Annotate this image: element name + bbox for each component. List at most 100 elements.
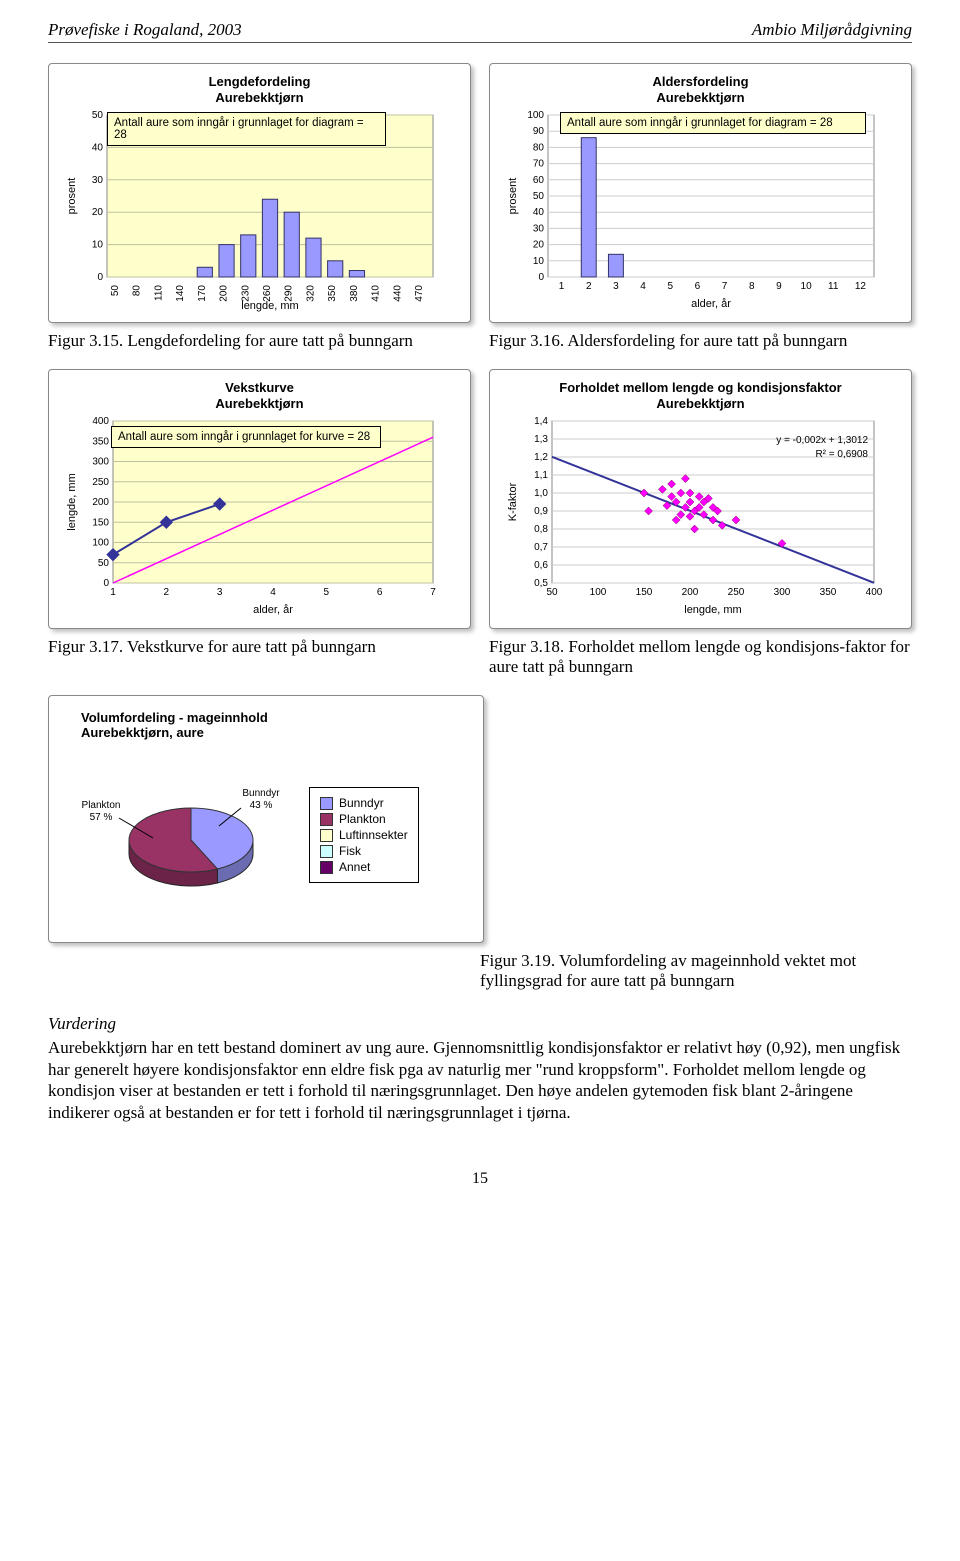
svg-text:50: 50 [533, 191, 545, 202]
svg-text:300: 300 [92, 457, 109, 468]
svg-text:320: 320 [305, 285, 316, 302]
assessment-body: Aurebekktjørn har en tett bestand domine… [48, 1038, 900, 1122]
svg-text:100: 100 [92, 538, 109, 549]
svg-text:150: 150 [92, 517, 109, 528]
svg-text:400: 400 [92, 416, 109, 427]
svg-text:6: 6 [377, 587, 383, 598]
svg-text:1,4: 1,4 [534, 416, 548, 427]
svg-text:Plankton: Plankton [82, 800, 121, 811]
svg-text:5: 5 [324, 587, 330, 598]
fig19-caption: Figur 3.19. Volumfordeling av mageinnhol… [48, 951, 912, 991]
svg-text:80: 80 [533, 143, 545, 154]
svg-text:50: 50 [546, 587, 558, 598]
panel-fig16: Aldersfordeling Aurebekktjørn Antall aur… [489, 63, 912, 323]
svg-text:170: 170 [197, 285, 208, 302]
svg-text:R² = 0,6908: R² = 0,6908 [815, 449, 868, 460]
chart-row-2: Vekstkurve Aurebekktjørn Antall aure som… [48, 369, 912, 629]
svg-text:0: 0 [103, 578, 109, 589]
svg-text:300: 300 [774, 587, 791, 598]
svg-text:alder, år: alder, år [691, 298, 731, 310]
svg-text:6: 6 [695, 281, 701, 292]
svg-text:30: 30 [92, 175, 104, 186]
svg-text:80: 80 [132, 285, 143, 297]
svg-text:60: 60 [533, 175, 545, 186]
fig18-title: Forholdet mellom lengde og kondisjonsfak… [502, 380, 899, 411]
svg-text:0: 0 [97, 272, 103, 283]
svg-text:5: 5 [667, 281, 673, 292]
svg-text:100: 100 [590, 587, 607, 598]
svg-text:57 %: 57 % [90, 812, 113, 823]
fig16-note: Antall aure som inngår i grunnlaget for … [560, 112, 866, 134]
svg-text:lengde, mm: lengde, mm [66, 473, 78, 530]
svg-text:200: 200 [682, 587, 699, 598]
svg-text:1: 1 [110, 587, 116, 598]
assessment-paragraph: Vurdering Aurebekktjørn har en tett best… [48, 1013, 912, 1124]
svg-text:0,9: 0,9 [534, 506, 548, 517]
svg-text:50: 50 [98, 558, 110, 569]
svg-text:1,1: 1,1 [534, 470, 548, 481]
svg-text:12: 12 [855, 281, 867, 292]
svg-text:200: 200 [219, 285, 230, 302]
svg-text:prosent: prosent [66, 178, 78, 215]
svg-text:y = -0,002x + 1,3012: y = -0,002x + 1,3012 [776, 435, 868, 446]
svg-text:7: 7 [430, 587, 436, 598]
svg-text:40: 40 [92, 143, 104, 154]
svg-text:K-faktor: K-faktor [507, 483, 519, 522]
page-header: Prøvefiske i Rogaland, 2003 Ambio Miljør… [48, 20, 912, 43]
fig18-chart: 0,50,60,70,80,91,01,11,21,31,45010015020… [502, 415, 882, 621]
caption-row-2: Figur 3.17. Vekstkurve for aure tatt på … [48, 637, 912, 677]
svg-text:10: 10 [92, 240, 104, 251]
svg-text:0,6: 0,6 [534, 560, 548, 571]
svg-text:90: 90 [533, 126, 545, 137]
svg-text:110: 110 [153, 285, 164, 301]
panel-fig18: Forholdet mellom lengde og kondisjonsfak… [489, 369, 912, 629]
caption-row-1: Figur 3.15. Lengdefordeling for aure tat… [48, 331, 912, 351]
fig17-note: Antall aure som inngår i grunnlaget for … [111, 426, 381, 448]
fig16-chart: 0102030405060708090100123456789101112ald… [502, 109, 882, 315]
svg-text:350: 350 [820, 587, 837, 598]
svg-text:3: 3 [217, 587, 223, 598]
svg-text:0,7: 0,7 [534, 542, 548, 553]
svg-text:40: 40 [533, 207, 545, 218]
svg-text:250: 250 [728, 587, 745, 598]
svg-text:350: 350 [92, 436, 109, 447]
fig15-caption: Figur 3.15. Lengdefordeling for aure tat… [48, 331, 471, 351]
svg-text:1,0: 1,0 [534, 488, 548, 499]
svg-text:alder, år: alder, år [253, 604, 293, 616]
svg-text:lengde, mm: lengde, mm [684, 604, 741, 616]
chart-row-1: Lengdefordeling Aurebekktjørn Antall aur… [48, 63, 912, 323]
svg-text:200: 200 [92, 497, 109, 508]
svg-text:440: 440 [392, 285, 403, 302]
page: Prøvefiske i Rogaland, 2003 Ambio Miljør… [0, 0, 960, 1228]
svg-text:1,3: 1,3 [534, 434, 548, 445]
svg-text:2: 2 [164, 587, 170, 598]
svg-text:350: 350 [327, 285, 338, 302]
header-right: Ambio Miljørådgivning [752, 20, 912, 40]
svg-text:8: 8 [749, 281, 755, 292]
fig16-title: Aldersfordeling Aurebekktjørn [502, 74, 899, 105]
fig19-pie-area: Plankton57 %Bunndyr43 % [61, 760, 301, 910]
svg-text:400: 400 [866, 587, 882, 598]
svg-text:250: 250 [92, 477, 109, 488]
svg-text:50: 50 [110, 285, 121, 297]
svg-text:11: 11 [828, 281, 839, 292]
fig17-title: Vekstkurve Aurebekktjørn [61, 380, 458, 411]
svg-text:1: 1 [559, 281, 565, 292]
svg-text:30: 30 [533, 224, 545, 235]
fig15-note: Antall aure som inngår i grunnlaget for … [107, 112, 386, 146]
svg-text:2: 2 [586, 281, 592, 292]
chart-row-3: Volumfordeling - mageinnhold Aurebekktjø… [48, 695, 912, 943]
svg-text:380: 380 [349, 285, 360, 302]
svg-text:0: 0 [538, 272, 544, 283]
fig17-caption: Figur 3.17. Vekstkurve for aure tatt på … [48, 637, 471, 677]
svg-text:20: 20 [92, 207, 104, 218]
page-number: 15 [48, 1170, 912, 1188]
svg-text:150: 150 [636, 587, 653, 598]
svg-text:1,2: 1,2 [534, 452, 548, 463]
svg-text:10: 10 [801, 281, 813, 292]
fig19-legend: BunndyrPlanktonLuftinnsekterFiskAnnet [309, 787, 419, 883]
svg-text:70: 70 [533, 159, 545, 170]
svg-text:410: 410 [371, 285, 382, 302]
fig18-caption: Figur 3.18. Forholdet mellom lengde og k… [489, 637, 912, 677]
svg-text:4: 4 [640, 281, 646, 292]
